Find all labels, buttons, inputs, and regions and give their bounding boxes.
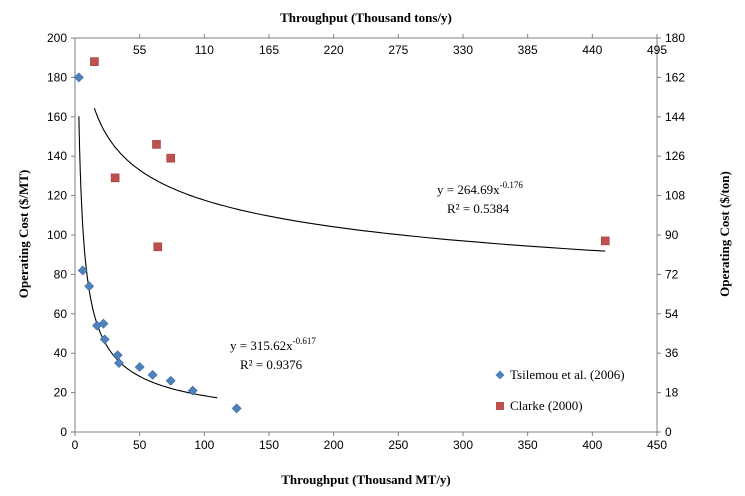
y2-axis-title: Operating Cost ($/ton): [717, 171, 732, 297]
data-point-clarke: [152, 140, 161, 149]
data-point-tsilemou: [73, 72, 84, 83]
data-point-tsilemou: [84, 281, 95, 292]
data-point-tsilemou: [98, 318, 109, 329]
x2-tick-label: 165: [259, 43, 279, 57]
x2-tick-label: 440: [582, 43, 602, 57]
y2-tick-label: 18: [665, 386, 679, 400]
equation-clarke-exp: -0.176: [500, 180, 524, 190]
y-tick-label: 0: [60, 425, 67, 439]
x-tick-label: 100: [194, 438, 214, 452]
y-tick-label: 120: [47, 189, 67, 203]
data-point-tsilemou: [165, 375, 176, 386]
y2-tick-label: 162: [665, 70, 685, 84]
x-tick-label: 250: [388, 438, 408, 452]
plot-area: [74, 37, 658, 433]
x-tick-label: 150: [259, 438, 279, 452]
equation-clarke: y = 264.69x-0.176 R² = 0.5384: [437, 180, 523, 216]
r2-clarke: R² = 0.5384: [447, 201, 510, 216]
y-tick-label: 20: [54, 386, 68, 400]
y-tick-label: 60: [54, 307, 68, 321]
x-tick-label: 400: [582, 438, 602, 452]
equation-tsilemou-base: y = 315.62x: [230, 338, 293, 353]
y2-tick-label: 54: [665, 307, 679, 321]
x-tick-label: 0: [72, 438, 79, 452]
x-tick-label: 300: [453, 438, 473, 452]
x2-tick-label: 220: [324, 43, 344, 57]
y2-tick-label: 144: [665, 110, 685, 124]
x-axis-title: Throughput (Thousand MT/y): [281, 472, 451, 487]
x-tick-label: 50: [133, 438, 147, 452]
y2-tick-label: 90: [665, 228, 679, 242]
y2-tick-label: 36: [665, 346, 679, 360]
legend-entry-clarke: Clarke (2000): [496, 398, 583, 413]
y-tick-label: 100: [47, 228, 67, 242]
x2-tick-label: 55: [133, 43, 147, 57]
y-axis-title: Operating Cost ($/MT): [16, 170, 31, 299]
y2-tick-label: 108: [665, 189, 685, 203]
y-tick-label: 80: [54, 267, 68, 281]
r2-tsilemou: R² = 0.9376: [240, 357, 303, 372]
data-point-tsilemou: [134, 362, 145, 372]
x2-axis-title: Throughput (Thousand tons/y): [280, 10, 452, 25]
x2-tick-label: 110: [195, 43, 214, 57]
x2-tick-label: 495: [647, 43, 667, 57]
data-point-tsilemou: [99, 334, 110, 345]
y-tick-label: 200: [47, 31, 67, 45]
data-point-tsilemou: [114, 358, 124, 368]
x-tick-label: 200: [324, 438, 344, 452]
data-point-clarke: [90, 57, 99, 66]
legend: Tsilemou et al. (2006) Clarke (2000): [495, 367, 625, 413]
y2-tick-label: 0: [665, 425, 672, 439]
legend-marker-tsilemou: [495, 370, 505, 380]
data-point-tsilemou: [187, 385, 198, 396]
legend-entry-tsilemou: Tsilemou et al. (2006): [495, 367, 625, 382]
y-tick-label: 40: [54, 346, 68, 360]
data-point-clarke: [153, 242, 163, 252]
legend-label-clarke: Clarke (2000): [510, 398, 583, 413]
y-tick-label: 140: [47, 149, 67, 163]
data-point-clarke: [110, 173, 120, 183]
trendline-clarke: [93, 108, 606, 252]
equation-tsilemou: y = 315.62x-0.617 R² = 0.9376: [230, 336, 316, 372]
equation-tsilemou-exp: -0.617: [293, 336, 317, 346]
data-point-tsilemou: [231, 403, 242, 414]
x2-tick-label: 330: [453, 43, 473, 57]
data-point-tsilemou: [77, 265, 88, 276]
x-tick-label: 450: [647, 438, 667, 452]
data-point-tsilemou: [147, 369, 158, 380]
y-tick-label: 180: [47, 70, 67, 84]
equation-clarke-base: y = 264.69x: [437, 182, 500, 197]
data-point-clarke: [166, 153, 176, 163]
equation-tsilemou-text: y = 315.62x-0.617: [230, 336, 316, 353]
y-tick-label: 160: [47, 110, 67, 124]
y2-tick-label: 180: [665, 31, 685, 45]
y2-tick-label: 72: [665, 267, 679, 281]
legend-marker-clarke: [496, 402, 504, 410]
y2-tick-label: 126: [665, 149, 685, 163]
data-point-clarke: [600, 236, 610, 246]
x-tick-label: 350: [518, 438, 538, 452]
x2-tick-label: 385: [518, 43, 538, 57]
x2-tick-label: 275: [388, 43, 408, 57]
equation-clarke-text: y = 264.69x-0.176: [437, 180, 523, 197]
legend-label-tsilemou: Tsilemou et al. (2006): [510, 367, 625, 382]
